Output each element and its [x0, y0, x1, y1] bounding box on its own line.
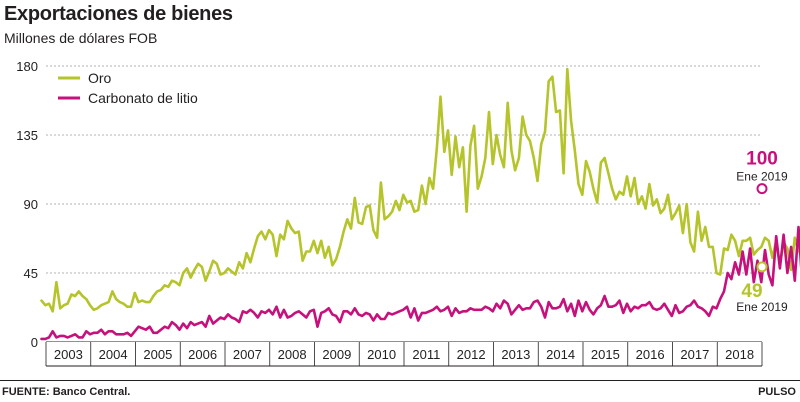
source-note: FUENTE: Banco Central.: [2, 386, 131, 398]
series-line-carbonato-de-litio: [40, 225, 800, 341]
x-tick-label: 2008: [278, 347, 307, 362]
x-tick-label: 2014: [546, 347, 575, 362]
footer-divider: [0, 380, 800, 381]
y-tick-label: 180: [16, 59, 38, 74]
annotation-date: Ene 2019: [736, 170, 788, 184]
x-tick-label: 2018: [725, 347, 754, 362]
endpoint-marker: [756, 261, 768, 273]
brand-label: PULSO: [758, 386, 796, 398]
y-tick-label: 135: [16, 128, 38, 143]
x-tick-label: 2006: [188, 347, 217, 362]
x-tick-label: 2011: [412, 347, 440, 362]
x-tick-label: 2003: [54, 347, 83, 362]
x-tick-label: 2012: [457, 347, 486, 362]
x-tick-label: 2015: [591, 347, 620, 362]
x-tick-label: 2004: [99, 347, 128, 362]
x-tick-label: 2013: [501, 347, 530, 362]
endpoint-marker: [756, 183, 768, 195]
x-tick-label: 2007: [233, 347, 262, 362]
x-tick-label: 2010: [367, 347, 396, 362]
x-tick-label: 2016: [636, 347, 665, 362]
y-tick-label: 0: [31, 335, 38, 350]
annotation-date: Ene 2019: [736, 300, 788, 314]
legend-label: Carbonato de litio: [88, 90, 198, 106]
line-chart: 0 45 90 135 180 2003 2004 2005 2006 2007 2008 2009 2…: [16, 59, 800, 367]
x-tick-label: 2017: [680, 347, 709, 362]
y-tick-label: 90: [24, 197, 38, 212]
x-tick-label: 2009: [322, 347, 351, 362]
x-tick-label: 2005: [143, 347, 172, 362]
chart-title: Exportaciones de bienes: [4, 3, 233, 25]
legend-label: Oro: [88, 70, 112, 86]
y-tick-label: 45: [24, 266, 38, 281]
annotation-value: 49: [741, 281, 762, 302]
chart-subtitle: Millones de dólares FOB: [4, 30, 158, 46]
annotation-value: 100: [746, 149, 778, 170]
